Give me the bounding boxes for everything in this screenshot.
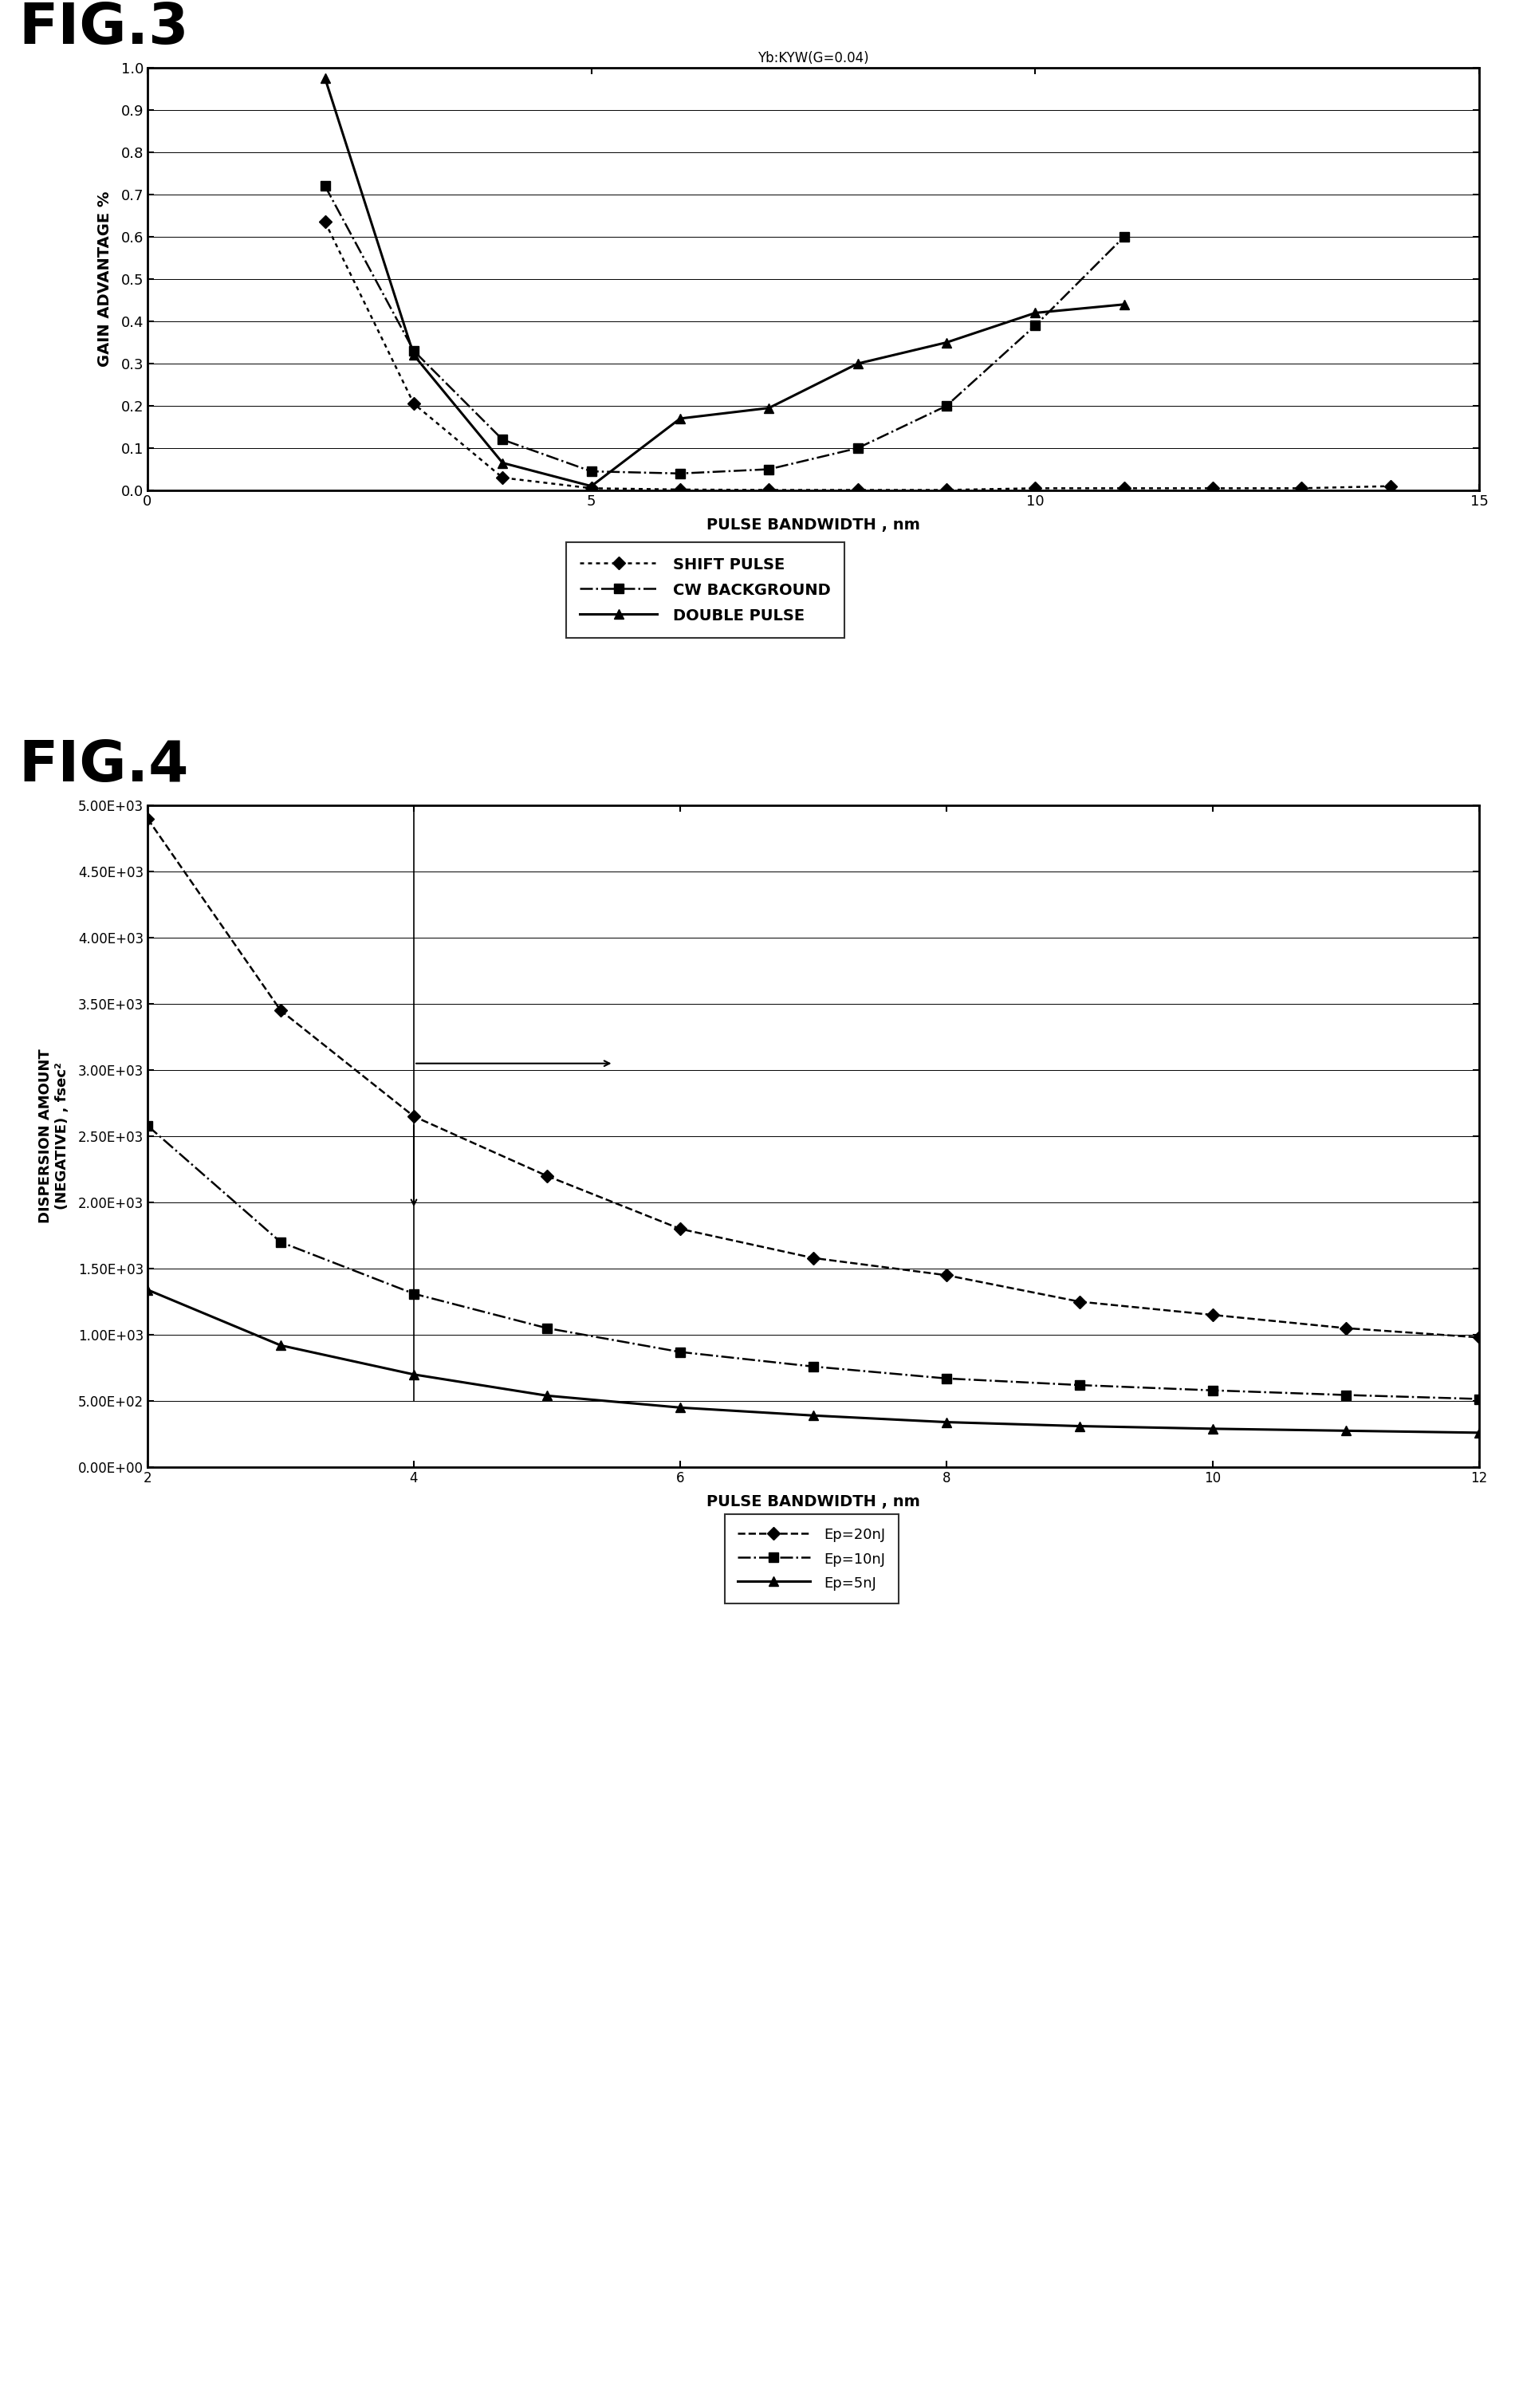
Y-axis label: GAIN ADVANTAGE %: GAIN ADVANTAGE % [97,190,112,366]
DOUBLE PULSE [760,393,778,421]
Ep=20nJ [1203,1300,1221,1329]
SHIFT PULSE [404,390,422,419]
Y-axis label: DISPERSION AMOUNT
(NEGATIVE) , fsec²: DISPERSION AMOUNT (NEGATIVE) , fsec² [38,1050,70,1223]
Legend: SHIFT PULSE, CW BACKGROUND, DOUBLE PULSE: SHIFT PULSE, CW BACKGROUND, DOUBLE PULSE [567,542,845,638]
SHIFT PULSE [1203,474,1221,503]
CW BACKGROUND [494,426,512,455]
SHIFT PULSE [1027,474,1045,503]
Ep=5nJ [538,1382,556,1411]
Ep=5nJ [671,1394,690,1423]
Ep=5nJ [272,1332,290,1361]
X-axis label: PULSE BANDWIDTH , nm: PULSE BANDWIDTH , nm [706,518,921,532]
DOUBLE PULSE [494,448,512,477]
SHIFT PULSE [1293,474,1311,503]
Ep=10nJ [1470,1385,1489,1413]
CW BACKGROUND [849,433,867,462]
Ep=20nJ [404,1103,422,1132]
Ep=20nJ [1470,1322,1489,1351]
Ep=10nJ [538,1315,556,1344]
Ep=10nJ [937,1363,955,1392]
SHIFT PULSE [316,207,334,236]
Ep=10nJ [804,1351,822,1380]
Text: FIG.3: FIG.3 [18,0,188,55]
Ep=20nJ [138,804,156,833]
SHIFT PULSE [671,474,690,503]
DOUBLE PULSE [1115,289,1133,318]
DOUBLE PULSE [849,349,867,378]
Ep=5nJ [1071,1411,1089,1440]
CW BACKGROUND [1027,311,1045,340]
CW BACKGROUND [1115,222,1133,250]
Ep=10nJ [1203,1375,1221,1404]
Ep=5nJ [937,1409,955,1438]
DOUBLE PULSE [671,405,690,433]
CW BACKGROUND [671,460,690,489]
Ep=10nJ [138,1110,156,1139]
Text: FIG.4: FIG.4 [18,739,188,792]
Ep=5nJ [1203,1413,1221,1442]
Line: SHIFT PULSE: SHIFT PULSE [321,217,1394,494]
DOUBLE PULSE [1027,299,1045,327]
Ep=5nJ [138,1276,156,1305]
SHIFT PULSE [582,474,600,503]
Ep=20nJ [272,997,290,1026]
Line: Ep=10nJ: Ep=10nJ [143,1122,1484,1404]
Ep=10nJ [272,1228,290,1257]
Ep=10nJ [1071,1370,1089,1399]
Ep=5nJ [404,1361,422,1389]
Ep=20nJ [671,1214,690,1243]
DOUBLE PULSE [316,65,334,94]
Ep=10nJ [1337,1380,1355,1409]
DOUBLE PULSE [937,327,955,356]
Ep=5nJ [1470,1418,1489,1447]
Ep=5nJ [1337,1416,1355,1445]
Ep=20nJ [937,1262,955,1291]
Line: DOUBLE PULSE: DOUBLE PULSE [321,72,1129,491]
SHIFT PULSE [1381,472,1399,501]
CW BACKGROUND [937,393,955,421]
CW BACKGROUND [582,458,600,486]
SHIFT PULSE [849,474,867,503]
Ep=20nJ [538,1161,556,1190]
CW BACKGROUND [404,337,422,366]
Legend: Ep=20nJ, Ep=10nJ, Ep=5nJ: Ep=20nJ, Ep=10nJ, Ep=5nJ [725,1515,899,1604]
SHIFT PULSE [937,474,955,503]
CW BACKGROUND [760,455,778,484]
Line: Ep=5nJ: Ep=5nJ [143,1286,1484,1438]
Line: CW BACKGROUND: CW BACKGROUND [321,181,1129,477]
Ep=20nJ [1071,1288,1089,1317]
SHIFT PULSE [494,462,512,491]
Ep=20nJ [804,1243,822,1271]
X-axis label: PULSE BANDWIDTH , nm: PULSE BANDWIDTH , nm [706,1495,921,1510]
Ep=10nJ [404,1279,422,1308]
Ep=5nJ [804,1401,822,1430]
CW BACKGROUND [316,171,334,200]
Ep=10nJ [671,1336,690,1365]
DOUBLE PULSE [404,340,422,368]
Ep=20nJ [1337,1315,1355,1344]
DOUBLE PULSE [582,472,600,501]
Title: Yb:KYW(G=0.04): Yb:KYW(G=0.04) [758,51,869,65]
SHIFT PULSE [760,474,778,503]
SHIFT PULSE [1115,474,1133,503]
Line: Ep=20nJ: Ep=20nJ [143,814,1484,1341]
